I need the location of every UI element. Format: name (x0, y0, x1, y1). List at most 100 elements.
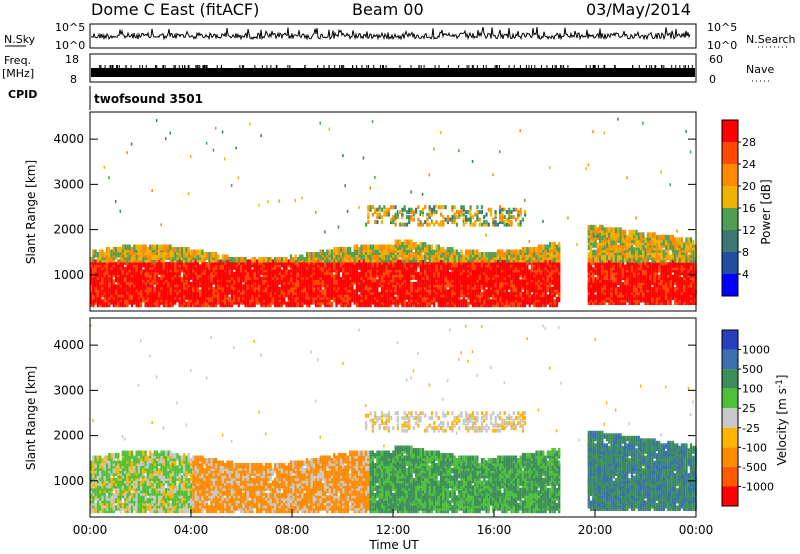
range-cell (455, 210, 459, 215)
range-cell (269, 301, 272, 308)
range-cell (465, 210, 468, 215)
range-cell (505, 289, 509, 295)
range-cell (405, 210, 409, 215)
range-cell (535, 264, 538, 270)
range-cell (396, 239, 399, 245)
range-cell (290, 254, 293, 260)
range-cell (437, 271, 440, 278)
range-cell (521, 291, 524, 298)
range-cell (380, 244, 384, 250)
range-cell (153, 286, 156, 293)
range-cell (428, 205, 431, 210)
range-cell (494, 281, 497, 288)
range-cell (303, 296, 306, 303)
range-cell (449, 264, 452, 270)
range-cell (405, 215, 409, 220)
range-cell (178, 266, 181, 273)
range-cell (271, 296, 274, 303)
range-cell (510, 215, 513, 220)
range-cell (471, 289, 474, 295)
range-cell (549, 242, 552, 248)
range-cell (410, 239, 413, 245)
range-cell (144, 271, 147, 278)
range-cell (242, 257, 245, 263)
range-cell (619, 227, 622, 233)
range-cell (517, 271, 520, 278)
range-cell (526, 254, 529, 260)
range-cell (455, 215, 459, 220)
scatter-cell (410, 190, 412, 194)
range-cell (201, 294, 204, 300)
range-cell (519, 279, 522, 285)
range-cell (596, 274, 599, 281)
range-cell (494, 252, 497, 258)
range-cell (428, 222, 431, 227)
station-title: Dome C East (fitACF) (91, 0, 259, 19)
range-cell (405, 284, 409, 290)
range-cell (428, 269, 431, 275)
range-cell (158, 259, 161, 265)
range-cell (592, 249, 595, 256)
range-cell (476, 210, 479, 215)
range-cell (92, 257, 95, 263)
range-cell (401, 276, 404, 283)
range-cell (508, 266, 511, 273)
range-cell (446, 215, 449, 220)
range-cell (342, 296, 345, 303)
range-cell (610, 292, 613, 298)
range-cell (140, 254, 143, 260)
range-cell (365, 271, 368, 278)
range-cell (544, 281, 547, 288)
range-cell (280, 289, 284, 295)
range-cell (419, 220, 422, 225)
range-cell (451, 274, 454, 280)
range-cell (496, 254, 499, 260)
range-cell (551, 269, 554, 275)
range-cell (208, 276, 211, 283)
range-cell (187, 291, 190, 298)
range-cell (410, 207, 413, 212)
range-cell (360, 244, 363, 250)
range-cell (599, 257, 602, 263)
range-cell (399, 249, 402, 255)
range-cell (315, 289, 318, 295)
range-cell (367, 220, 370, 225)
range-cell (371, 261, 374, 268)
range-cell (587, 244, 590, 251)
range-cell (190, 281, 193, 288)
range-cell (465, 261, 468, 268)
range-cell (194, 249, 197, 255)
range-cell (355, 279, 359, 285)
range-cell (301, 281, 304, 288)
range-cell (203, 301, 206, 308)
range-cell (201, 261, 204, 268)
range-cell (624, 229, 627, 236)
range-cell (258, 257, 261, 263)
range-cell (112, 247, 115, 253)
range-cell (471, 215, 474, 220)
range-cell (337, 247, 340, 253)
range-cell (455, 249, 459, 255)
range-cell (121, 289, 124, 295)
range-cell (269, 257, 272, 263)
range-cell (151, 279, 154, 285)
range-cell (149, 274, 152, 280)
scatter-cell (187, 192, 190, 196)
range-cell (169, 276, 172, 283)
range-cell (621, 229, 624, 236)
range-cell (151, 274, 154, 280)
range-cell (405, 301, 409, 308)
range-cell (219, 259, 222, 265)
range-cell (108, 276, 111, 283)
nave-tick-0: 0 (709, 73, 716, 86)
range-cell (458, 252, 461, 258)
range-cell (171, 252, 174, 258)
range-cell (587, 224, 590, 231)
range-cell (440, 212, 443, 217)
range-cell (410, 286, 413, 293)
range-cell (551, 286, 554, 293)
range-cell (342, 257, 345, 263)
range-cell (387, 259, 390, 265)
range-cell (340, 257, 343, 263)
range-cell (524, 281, 527, 288)
